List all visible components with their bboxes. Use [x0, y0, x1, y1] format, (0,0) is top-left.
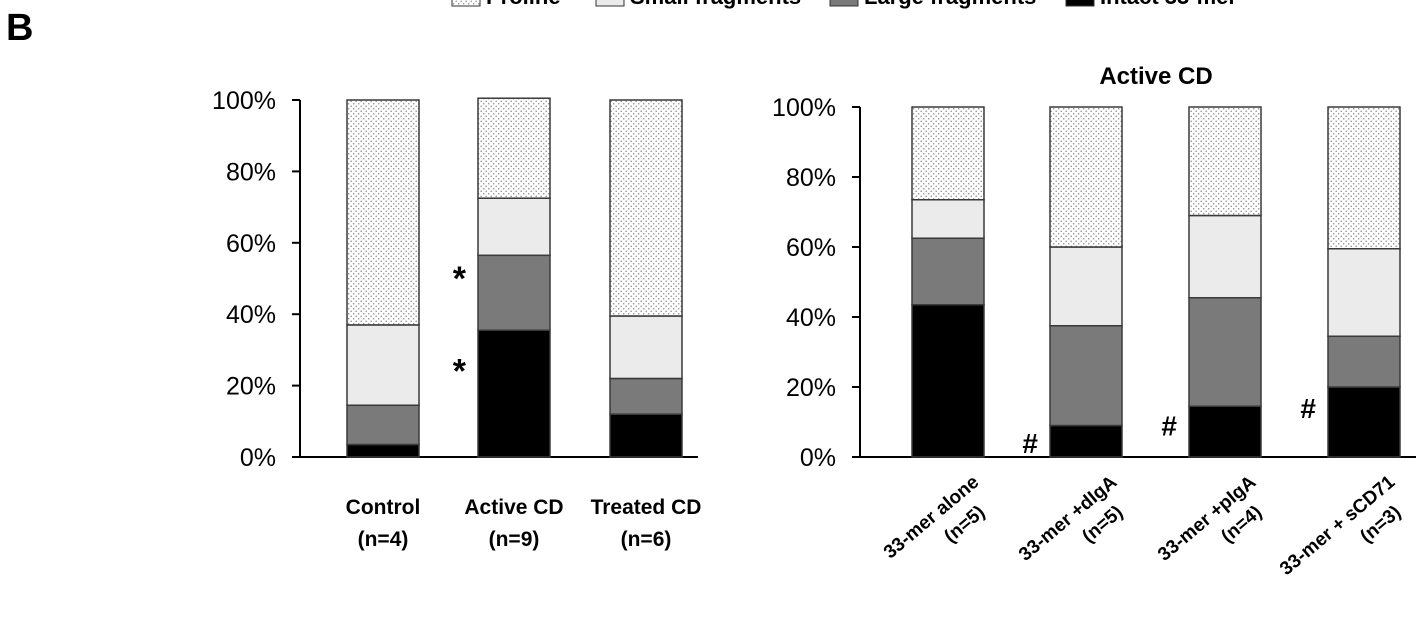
panel-label: B: [6, 7, 33, 49]
bar-segment-intact: [1188, 405, 1262, 458]
bar-segment-intact: [1327, 386, 1401, 458]
bar-segment-small: [477, 197, 551, 257]
x-tick-label: Active CD: [464, 496, 563, 519]
bar-segment-small: [609, 315, 683, 380]
bar-segment-intact: [346, 443, 420, 458]
bar-segment-proline: [609, 99, 683, 317]
significance-marker: #: [1300, 393, 1316, 424]
x-tick-label: Control: [346, 496, 421, 519]
y-tick-label: 100%: [212, 87, 276, 115]
y-tick-label: 60%: [786, 234, 836, 262]
bar-segment-proline: [477, 97, 551, 199]
bar-segment-large: [609, 377, 683, 415]
bar-segment-intact: [1049, 424, 1123, 458]
significance-marker: #: [1161, 411, 1177, 442]
x-tick-label-n: (n=9): [489, 528, 540, 551]
bar-segment-small: [346, 324, 420, 406]
bar-segment-proline: [1188, 106, 1262, 217]
bar-segment-large: [1049, 325, 1123, 427]
bar-segment-intact: [609, 413, 683, 458]
y-tick-label: 40%: [226, 301, 276, 329]
y-tick-label: 20%: [226, 373, 276, 401]
legend-label-intact: Intact 33-mer: [1100, 0, 1237, 9]
bar-segment-proline: [1049, 106, 1123, 248]
bar-segment-proline: [911, 106, 985, 201]
bar-segment-large: [1188, 297, 1262, 407]
bar-segment-proline: [1327, 106, 1401, 250]
y-tick-label: 40%: [786, 304, 836, 332]
significance-marker: *: [453, 353, 467, 391]
bar-segment-small: [1188, 214, 1262, 299]
bar-segment-small: [911, 199, 985, 239]
legend-swatch-large: [829, 0, 859, 7]
bar-segment-small: [1049, 246, 1123, 327]
y-tick-label: 100%: [772, 94, 836, 122]
chart-left: 0% 20% 40% 60% 80% 100% Control (n=4) Active CD (…: [212, 87, 701, 551]
legend-label-proline: Proline: [486, 0, 561, 9]
chart-right: Active CD0%20%40%60%80%100%33-mer alone(…: [772, 63, 1416, 580]
x-tick-label-n: (n=6): [621, 528, 672, 551]
bar-segment-intact: [911, 304, 985, 458]
legend: Proline Small fragments Large fragments Int…: [451, 0, 1237, 9]
x-tick-label-n: (n=4): [358, 528, 409, 551]
y-tick-label: 80%: [786, 164, 836, 192]
y-tick-label: 0%: [240, 444, 276, 472]
legend-swatch-small: [595, 0, 625, 7]
legend-label-large: Large fragments: [864, 0, 1036, 9]
bar-segment-small: [1327, 248, 1401, 337]
bar-segment-proline: [346, 99, 420, 326]
legend-label-small: Small fragments: [630, 0, 801, 9]
legend-swatch-proline: [451, 0, 481, 7]
bar-segment-large: [346, 404, 420, 446]
y-tick-label: 20%: [786, 374, 836, 402]
bar-segment-intact: [477, 329, 551, 458]
significance-marker: *: [453, 260, 467, 298]
bar-segment-large: [911, 237, 985, 306]
x-tick-label: Treated CD: [591, 496, 702, 519]
bar-segment-large: [1327, 335, 1401, 388]
y-tick-label: 60%: [226, 230, 276, 258]
y-tick-label: 0%: [800, 444, 836, 472]
bar-segment-large: [477, 254, 551, 332]
significance-marker: #: [1022, 428, 1038, 459]
y-tick-label: 80%: [226, 158, 276, 186]
chart-title: Active CD: [1099, 63, 1212, 90]
legend-swatch-intact: [1065, 0, 1095, 7]
